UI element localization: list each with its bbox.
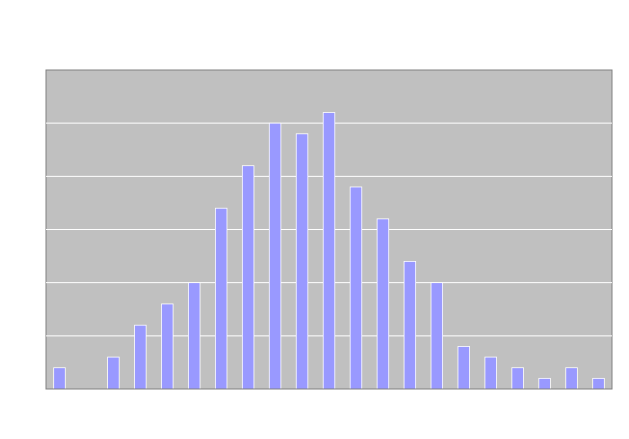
bar: [241, 165, 255, 390]
bar: [107, 356, 120, 390]
bar: [53, 367, 66, 390]
bar: [322, 112, 336, 390]
bars: [53, 112, 605, 390]
bar: [268, 122, 282, 390]
bar: [565, 367, 578, 390]
bar: [484, 356, 497, 390]
bar: [376, 218, 390, 390]
bar: [188, 282, 201, 390]
bar: [457, 346, 470, 390]
bar: [538, 377, 551, 390]
bar: [161, 303, 174, 390]
bar: [214, 207, 228, 390]
bar: [511, 367, 524, 390]
bar: [592, 377, 605, 390]
bar: [403, 260, 417, 390]
bar: [295, 133, 309, 390]
bar: [349, 186, 363, 390]
bar: [134, 324, 147, 390]
bar: [430, 282, 444, 390]
